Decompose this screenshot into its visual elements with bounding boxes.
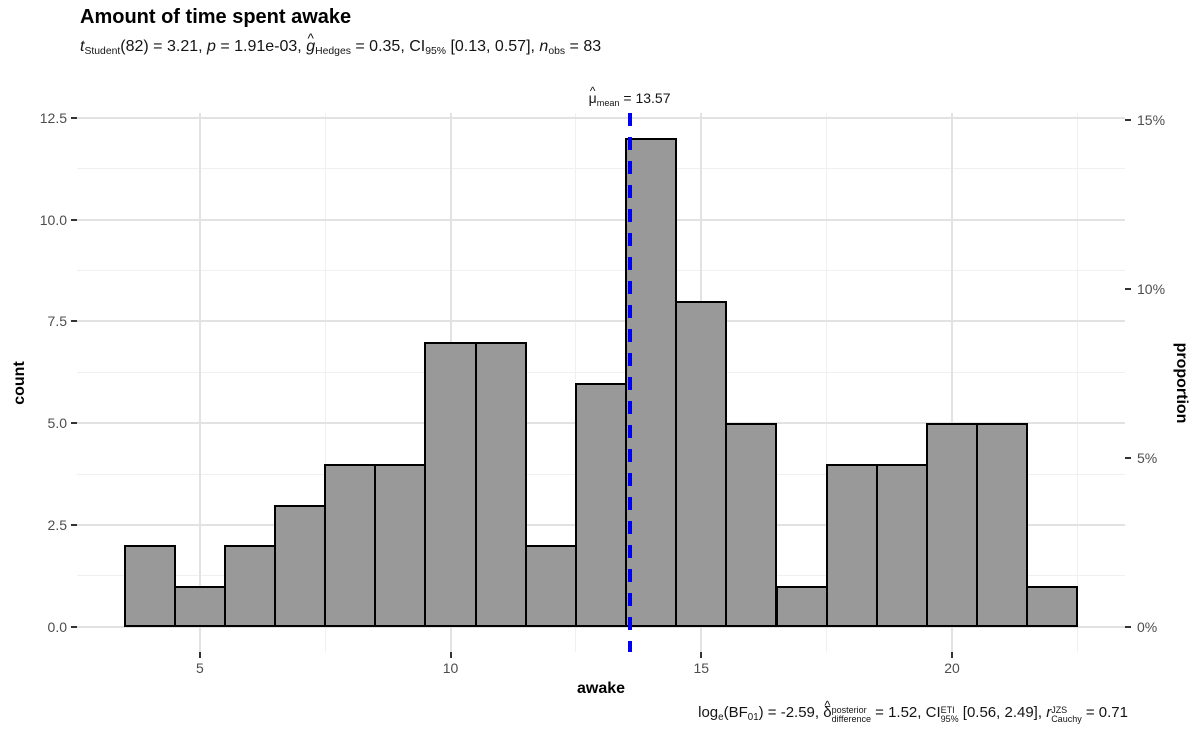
histogram-bar [875, 463, 928, 627]
histogram-bar [675, 301, 728, 627]
y-axis-tick-label-right: 10% [1137, 280, 1166, 297]
text-segment: n [539, 38, 549, 55]
histogram-bar [574, 382, 628, 627]
text-segment: ) = -2.59, [758, 704, 824, 721]
histogram-bar [274, 504, 327, 627]
y-axis-tick-label-left: 10.0 [39, 211, 67, 228]
gridline-minor-v [324, 113, 326, 652]
histogram-bar [925, 423, 979, 627]
y-axis-title-right: proportion [1173, 342, 1190, 423]
gridline-minor-v [1076, 113, 1078, 652]
x-axis-tick [449, 652, 452, 658]
y-axis-tick-label-left: 0.0 [47, 618, 67, 635]
y-axis-tick-right [1125, 118, 1131, 121]
histogram-panel [77, 113, 1125, 652]
text-segment: [0.56, 2.49], [958, 704, 1047, 721]
x-axis-tick-label: 20 [944, 660, 960, 676]
gridline-major-h [77, 218, 1125, 221]
text-segment: = 1.91e-03, [215, 38, 307, 55]
y-axis-tick-left [71, 422, 77, 425]
text-segment: e [718, 712, 724, 724]
text-segment: (BF [723, 704, 748, 721]
gridline-major-h [77, 320, 1125, 323]
y-axis-tick-label-left: 7.5 [47, 313, 67, 330]
histogram-bar [775, 586, 828, 627]
x-axis-tick-label: 15 [693, 660, 710, 676]
y-axis-tick-label-right: 0% [1137, 618, 1158, 635]
sup-sub-stack: ETI 95% [940, 704, 959, 724]
gridline-minor-h [77, 168, 1125, 170]
text-segment: 95% [425, 46, 446, 58]
y-axis-tick-right [1125, 456, 1131, 459]
text-segment: p [207, 38, 216, 55]
y-axis-tick-label-left: 12.5 [39, 109, 67, 126]
gridline-major-h [77, 625, 1125, 628]
sup-sub-stack: JZS Cauchy [1051, 704, 1082, 724]
x-axis-tick [700, 652, 703, 658]
text-segment: log [698, 704, 719, 721]
text-segment: r [1046, 704, 1052, 721]
plot-subtitle-statistics: tStudent(82) = 3.21, p = 1.91e-03, ^ gHed… [80, 31, 602, 58]
text-segment: Hedges [315, 46, 351, 58]
gridline-major-h [77, 116, 1125, 119]
gridline-minor-h [77, 270, 1125, 272]
histogram-bar [223, 545, 277, 627]
histogram-bar [374, 463, 427, 627]
histogram-bar [725, 423, 778, 627]
text-segment: 01 [747, 712, 759, 724]
y-axis-tick-left [71, 625, 77, 628]
text-segment: obs [548, 46, 566, 58]
plot-caption-bayes: loge(BF01) = -2.59, ^ δ posterior differenc… [698, 697, 1128, 724]
y-axis-tick-right [1125, 287, 1131, 290]
gridline-minor-v [826, 113, 828, 652]
y-axis-tick-left [71, 218, 77, 221]
x-axis-title: awake [576, 680, 626, 697]
y-axis-tick-label-right: 15% [1137, 111, 1166, 128]
text-segment: t [80, 38, 85, 55]
y-axis-tick-label-left: 2.5 [47, 516, 67, 533]
gridline-major-v [951, 113, 953, 652]
x-axis-tick [951, 652, 953, 658]
text-segment: = 83 [565, 38, 602, 55]
text-segment: Student [84, 46, 121, 58]
histogram-bar [524, 545, 577, 627]
y-axis-tick-label-left: 5.0 [47, 415, 67, 432]
hat-symbol: ^ g [306, 31, 316, 55]
sup-sub-stack: posterior difference [831, 704, 871, 724]
mean-reference-line [627, 113, 632, 652]
plot-title: Amount of time spent awake [80, 6, 352, 28]
histogram-bar [424, 341, 477, 627]
y-axis-tick-left [71, 116, 77, 119]
y-axis-tick-left [71, 523, 77, 526]
text-segment: (82) = 3.21, [120, 38, 207, 55]
x-axis-tick-label: 5 [195, 660, 204, 676]
text-segment: [0.13, 0.57], [446, 38, 540, 55]
histogram-bar [976, 423, 1029, 627]
histogram-bar [123, 545, 176, 627]
hat-symbol: ^ μ [588, 84, 597, 106]
hat-symbol: ^ δ [823, 697, 832, 721]
y-axis-tick-left [71, 320, 77, 323]
x-axis-tick [198, 652, 201, 658]
histogram-bar [1026, 586, 1079, 627]
x-axis-tick-label: 10 [442, 660, 459, 676]
y-axis-tick-label-right: 5% [1137, 449, 1158, 466]
y-axis-tick-right [1125, 625, 1131, 628]
gridline-major-v [198, 113, 201, 652]
histogram-bar [474, 341, 527, 627]
gridline-minor-h [77, 371, 1125, 373]
histogram-bar [173, 586, 226, 627]
text-segment: = 1.52, CI [870, 704, 941, 721]
histogram-bar [324, 463, 377, 627]
mean-annotation-label: ^ μmean = 13.57 [588, 84, 671, 108]
text-segment: = 0.71 [1081, 704, 1128, 721]
text-segment: = 13.57 [619, 90, 671, 106]
text-segment: = 0.35, CI [350, 38, 426, 55]
text-segment: mean [596, 97, 620, 108]
histogram-bar [825, 463, 878, 627]
y-axis-title-left: count [11, 360, 28, 405]
histogram-bar [625, 138, 678, 627]
